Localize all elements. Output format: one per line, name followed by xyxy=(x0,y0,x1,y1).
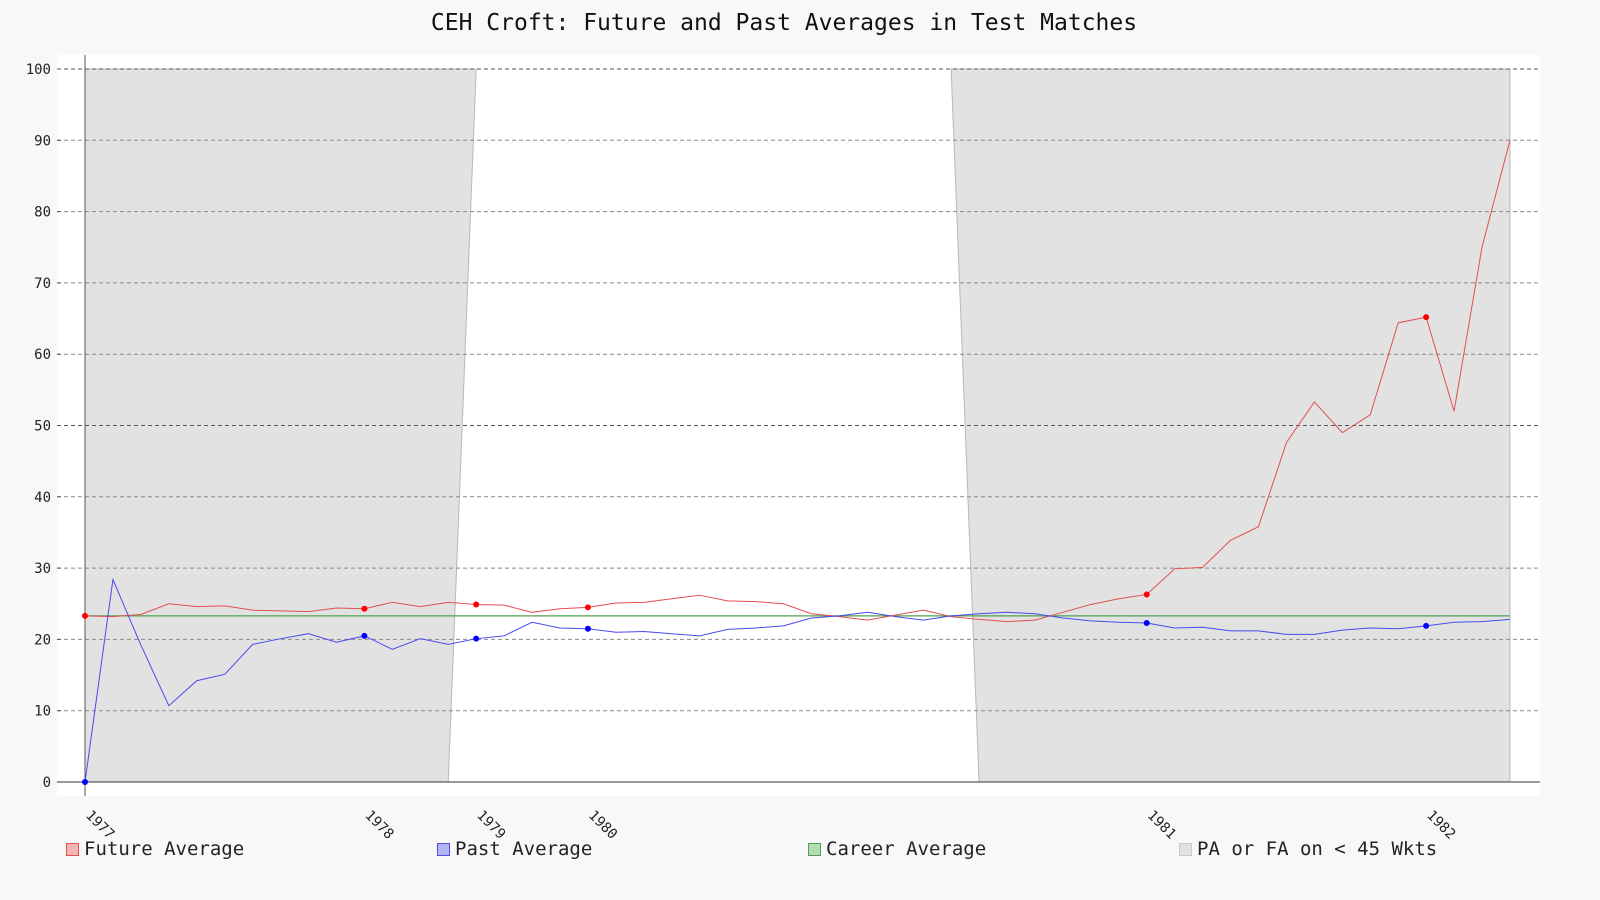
legend-label-shaded-region: PA or FA on < 45 Wkts xyxy=(1197,838,1438,860)
y-tick-label-70: 70 xyxy=(34,276,51,292)
y-tick-label-40: 40 xyxy=(34,490,51,506)
legend-swatch-future-average xyxy=(66,842,79,856)
shaded-region-1 xyxy=(950,68,1511,783)
series-1-marker-18 xyxy=(584,625,591,632)
legend-label-past-average: Past Average xyxy=(455,838,593,860)
series-0-marker-14 xyxy=(473,601,480,608)
series-1-marker-0 xyxy=(82,779,88,785)
legend-swatch-shaded-region xyxy=(1179,842,1192,856)
y-tick-label-80: 80 xyxy=(34,205,51,221)
legend-swatch-past-average xyxy=(437,842,450,856)
series-0-marker-18 xyxy=(584,604,591,611)
legend: Future Average Past Average Career Avera… xyxy=(0,838,1568,868)
y-tick-label-20: 20 xyxy=(34,632,51,648)
series-1-marker-38 xyxy=(1143,620,1150,627)
y-tick-label-50: 50 xyxy=(34,419,51,435)
legend-item-career-average: Career Average xyxy=(808,838,986,860)
y-tick-label-90: 90 xyxy=(34,133,51,149)
series-1-marker-48 xyxy=(1423,622,1430,629)
y-tick-label-60: 60 xyxy=(34,347,51,363)
legend-label-career-average: Career Average xyxy=(826,838,987,860)
series-line-1 xyxy=(84,577,1510,783)
series-1-marker-14 xyxy=(473,635,480,642)
legend-swatch-career-average xyxy=(808,842,821,856)
y-tick-label-30: 30 xyxy=(34,561,51,577)
y-tick-label-100: 100 xyxy=(26,62,51,78)
legend-item-past-average: Past Average xyxy=(437,838,592,860)
legend-item-future-average: Future Average xyxy=(66,838,244,860)
series-0-marker-0 xyxy=(82,612,88,619)
series-line-0 xyxy=(84,140,1511,623)
chart-title: CEH Croft: Future and Past Averages in T… xyxy=(430,10,1138,36)
series-1-marker-10 xyxy=(361,632,368,639)
series-0-marker-48 xyxy=(1423,314,1430,321)
legend-label-future-average: Future Average xyxy=(84,838,245,860)
series-0-marker-38 xyxy=(1143,591,1150,598)
legend-item-shaded-region: PA or FA on < 45 Wkts xyxy=(1179,838,1437,860)
y-tick-label-0: 0 xyxy=(43,775,51,791)
chart-root: 0 10 20 30 40 50 60 70 80 90 100 1977 1978 1979 1980 19… xyxy=(0,10,1568,868)
series-0-marker-10 xyxy=(361,605,368,612)
y-tick-label-10: 10 xyxy=(34,704,51,720)
